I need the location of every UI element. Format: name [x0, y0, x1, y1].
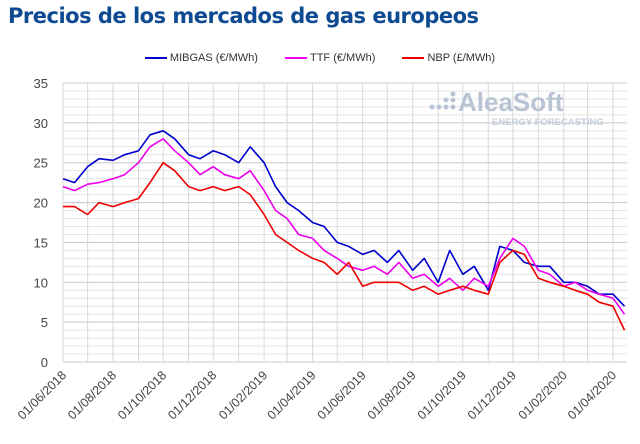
x-tick-label: 01/08/2018 [65, 368, 119, 422]
legend-item-nbp: NBP (£/MWh) [402, 52, 495, 64]
y-tick-label: 25 [34, 156, 48, 171]
legend-item-mibgas: MIBGAS (€/MWh) [144, 52, 258, 64]
x-tick-label: 01/08/2019 [365, 368, 419, 422]
legend-swatch [284, 57, 307, 59]
x-tick-label: 01/04/2019 [265, 368, 319, 422]
svg-text:AleaSoft: AleaSoft [458, 87, 564, 117]
y-tick-label: 0 [41, 355, 48, 370]
aleasoft-logo: AleaSoft ENERGY FORECASTING [429, 87, 604, 128]
y-tick-label: 30 [34, 116, 48, 131]
x-tick-label: 01/06/2019 [315, 368, 369, 422]
y-tick-label: 35 [34, 76, 48, 91]
legend-item-ttf: TTF (€/MWh) [284, 52, 376, 64]
legend-label: MIBGAS (€/MWh) [169, 52, 258, 64]
x-tick-label: 01/02/2019 [216, 368, 270, 422]
x-tick-label: 01/10/2018 [115, 368, 169, 422]
y-tick-label: 20 [34, 196, 48, 211]
y-tick-label: 5 [41, 315, 48, 330]
x-tick-label: 01/02/2020 [516, 368, 570, 422]
x-tick-label: 01/04/2020 [565, 368, 619, 422]
series-line-mibgas [62, 130, 626, 307]
legend-label: NBP (£/MWh) [427, 52, 496, 64]
legend-swatch [144, 57, 167, 59]
x-tick-label: 01/10/2019 [415, 368, 469, 422]
series-line-nbp [63, 161, 626, 331]
legend-swatch [402, 57, 425, 59]
y-tick-label: 10 [34, 275, 48, 290]
x-tick-label: 01/06/2018 [15, 368, 69, 422]
legend-label: TTF (€/MWh) [309, 52, 376, 64]
y-tick-label: 15 [34, 235, 48, 250]
series-line-ttf [62, 138, 626, 315]
x-tick-label: 01/12/2018 [165, 368, 219, 422]
svg-text:ENERGY FORECASTING: ENERGY FORECASTING [492, 117, 604, 128]
legend: MIBGAS (€/MWh) TTF (€/MWh) NBP (£/MWh) [0, 50, 640, 64]
x-tick-label: 01/12/2019 [465, 368, 519, 422]
chart-title: Precios de los mercados de gas europeos [8, 4, 479, 28]
